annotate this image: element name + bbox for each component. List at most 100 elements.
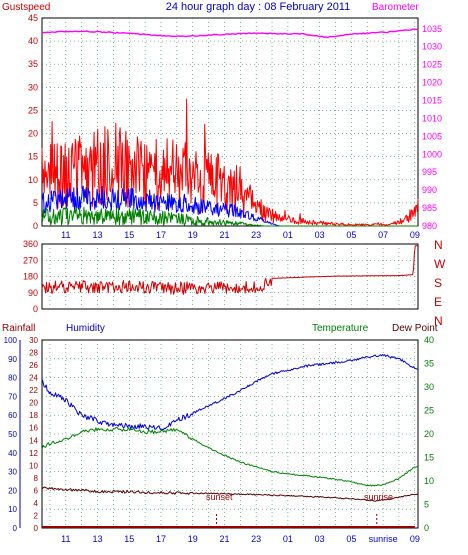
- dewpoint-series: [41, 486, 419, 502]
- temperature-x-tick-label: 05: [346, 534, 356, 544]
- temperature-x-tick-label: 17: [156, 534, 166, 544]
- humidity-tick-label: 10: [8, 505, 17, 514]
- barometer-tick-label: 995: [422, 167, 437, 177]
- wind-left-tick-label: 15: [28, 152, 38, 162]
- humidity-tick-label: 60: [8, 411, 17, 420]
- axis-labels: 0510152025303540459809859909951000100510…: [4, 13, 442, 544]
- wind-left-tick-label: 30: [28, 82, 38, 92]
- wind-x-tick-label: 21: [219, 230, 229, 240]
- rainfall-tick-label: 14: [29, 436, 38, 445]
- rainfall-tick-label: 18: [29, 411, 38, 420]
- humidity-tick-label: 80: [8, 374, 17, 383]
- direction-tick-label: 180: [23, 272, 38, 282]
- wind-left-tick-label: 0: [33, 221, 38, 231]
- temperature-tick-label: 10: [424, 476, 434, 486]
- wind-left-tick-label: 40: [28, 36, 38, 46]
- wind-x-tick-label: 05: [346, 230, 356, 240]
- series: [41, 28, 419, 528]
- rainfall-tick-label: 8: [34, 474, 39, 483]
- frames: [19, 17, 419, 529]
- temperature-tick-label: 35: [424, 359, 434, 369]
- direction-tick-label: 0: [33, 304, 38, 314]
- rainfall-tick-label: 6: [34, 486, 39, 495]
- rainfall-tick-label: 26: [29, 361, 38, 370]
- sunset-label: sunset: [206, 492, 233, 502]
- rainfall-tick-label: 2: [34, 511, 39, 520]
- wind-left-tick-label: 5: [33, 198, 38, 208]
- temperature-tick-label: 20: [424, 429, 434, 439]
- chart-title: 24 hour graph day : 08 February 2011: [166, 1, 350, 13]
- barometer-tick-label: 1010: [422, 113, 442, 123]
- temperature-x-tick-label: 09: [410, 534, 420, 544]
- wind-left-tick-label: 10: [28, 175, 38, 185]
- compass-e: E: [434, 295, 442, 309]
- temperature-header: Temperature: [312, 323, 369, 334]
- humidity-tick-label: 90: [8, 355, 17, 364]
- rainfall-tick-label: 22: [29, 386, 38, 395]
- gust-series: [41, 98, 419, 227]
- compass-n-bottom: N: [434, 314, 443, 328]
- sunrise-label: sunrise: [364, 492, 393, 502]
- compass-s: S: [434, 276, 442, 290]
- temperature-x-tick-label: 15: [124, 534, 134, 544]
- humidity-tick-label: 40: [8, 449, 17, 458]
- wind-x-tick-label: 09: [410, 230, 420, 240]
- wind-x-tick-label: 23: [251, 230, 261, 240]
- rainfall-tick-label: 0: [34, 524, 39, 533]
- wind-x-tick-label: 13: [93, 230, 103, 240]
- temperature-x-tick-label: 23: [251, 534, 261, 544]
- temperature-tick-label: 15: [424, 453, 434, 463]
- barometer-tick-label: 980: [422, 221, 437, 231]
- wind-left-tick-label: 45: [28, 13, 38, 23]
- temperature-tick-label: 30: [424, 382, 434, 392]
- barometer-tick-label: 990: [422, 185, 437, 195]
- temperature-tick-label: 40: [424, 335, 434, 345]
- rainfall-tick-label: 30: [29, 336, 38, 345]
- barometer-tick-label: 985: [422, 203, 437, 213]
- rainfall-tick-label: 20: [29, 399, 38, 408]
- wind-left-tick-label: 25: [28, 105, 38, 115]
- direction-tick-label: 270: [23, 255, 38, 265]
- temperature-x-tick-label: 11: [61, 534, 70, 544]
- wind-x-tick-label: 17: [156, 230, 166, 240]
- barometer-tick-label: 1020: [422, 78, 442, 88]
- temperature-tick-label: 5: [424, 500, 429, 510]
- barometer-header: Barometer: [372, 2, 419, 13]
- wind-left-tick-label: 35: [28, 59, 38, 69]
- barometer-tick-label: 1030: [422, 42, 442, 52]
- barometer-tick-label: 1025: [422, 60, 442, 70]
- wind-left-tick-label: 20: [28, 129, 38, 139]
- compass-n-top: N: [434, 238, 443, 252]
- barometer-series: [41, 28, 419, 39]
- rainfall-tick-label: 4: [34, 499, 39, 508]
- wind-x-tick-label: 15: [124, 230, 134, 240]
- humidity-tick-label: 70: [8, 392, 17, 401]
- temperature-tick-label: 0: [424, 523, 429, 533]
- barometer-tick-label: 1000: [422, 149, 442, 159]
- temperature-x-tick-label: 21: [219, 534, 229, 544]
- rainfall-tick-label: 28: [29, 349, 38, 358]
- temperature-tick-label: 25: [424, 406, 434, 416]
- temperature-x-tick-label: 01: [283, 534, 293, 544]
- temperature-x-tick-label: 03: [315, 534, 325, 544]
- compass-w: W: [434, 257, 446, 271]
- humidity-series: [41, 354, 419, 431]
- temperature-x-tick-label: 13: [93, 534, 103, 544]
- wind-low-series: [41, 206, 418, 227]
- direction-tick-label: 360: [23, 239, 38, 249]
- humidity-tick-label: 50: [8, 430, 17, 439]
- rainfall-tick-label: 16: [29, 424, 38, 433]
- direction-series: [41, 245, 419, 295]
- barometer-tick-label: 1015: [422, 95, 442, 105]
- humidity-tick-label: 20: [8, 486, 17, 495]
- wind-x-tick-label: 11: [61, 230, 70, 240]
- gustspeed-header: Gustspeed: [2, 2, 50, 13]
- humidity-tick-label: 0: [13, 524, 18, 533]
- direction-tick-label: 90: [28, 288, 38, 298]
- rainfall-header: Rainfall: [2, 323, 35, 334]
- barometer-tick-label: 1035: [422, 24, 442, 34]
- wind-x-tick-label: 01: [283, 230, 293, 240]
- humidity-header: Humidity: [66, 323, 105, 334]
- humidity-tick-label: 30: [8, 468, 17, 477]
